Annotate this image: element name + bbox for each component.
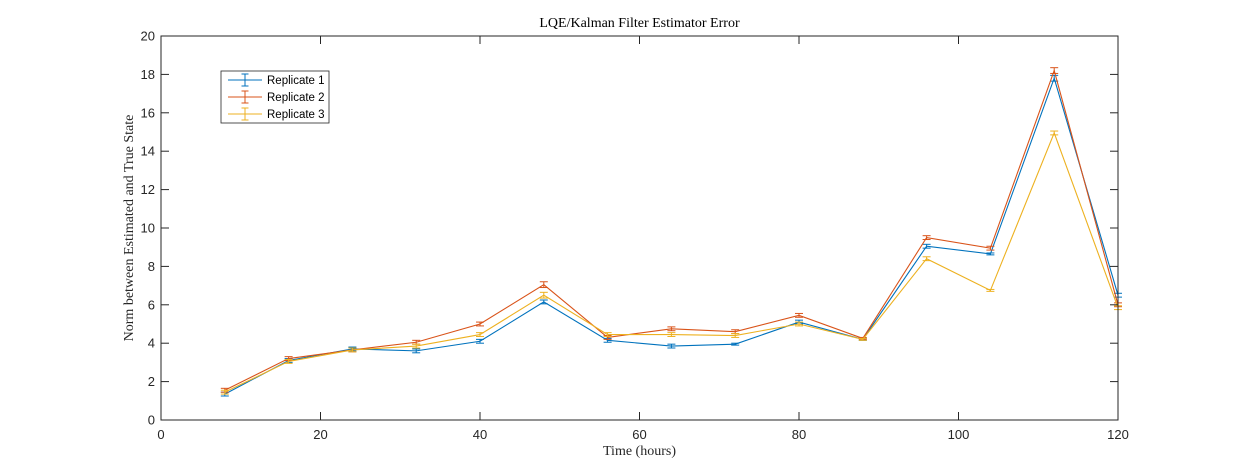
- legend-entry: Replicate 3: [228, 107, 325, 121]
- y-tick-label: 8: [148, 259, 155, 274]
- error-bar: [1050, 130, 1059, 136]
- error-bar: [476, 338, 484, 344]
- x-tick-label: 20: [313, 427, 327, 442]
- error-bar: [539, 281, 548, 289]
- error-bar: [476, 321, 484, 327]
- error-bar: [922, 235, 931, 241]
- legend-label: Replicate 3: [267, 109, 325, 121]
- y-tick-label: 20: [141, 29, 155, 44]
- y-axis-label: Norm between Estimated and True State: [122, 115, 137, 342]
- y-tick-label: 0: [148, 413, 155, 428]
- legend-entry: Replicate 2: [228, 90, 325, 104]
- error-bar: [603, 332, 612, 337]
- x-tick-label: 40: [473, 427, 487, 442]
- y-tick-label: 4: [148, 336, 155, 351]
- error-bar: [795, 321, 803, 327]
- y-tick-label: 12: [141, 182, 155, 197]
- error-bar: [986, 245, 995, 251]
- legend-label: Replicate 2: [267, 92, 325, 104]
- error-bar: [539, 299, 548, 305]
- error-bar: [1050, 67, 1059, 74]
- error-bar: [667, 343, 676, 349]
- x-tick-label: 120: [1107, 427, 1129, 442]
- y-tick-label: 16: [141, 105, 155, 120]
- x-axis-label: Time (hours): [603, 444, 676, 459]
- y-tick-label: 10: [141, 221, 155, 236]
- legend-entry: Replicate 1: [228, 73, 325, 87]
- error-bar: [986, 288, 995, 292]
- error-bar: [731, 333, 740, 338]
- error-bar: [858, 337, 867, 341]
- error-bar: [667, 326, 676, 332]
- error-bar: [348, 347, 357, 353]
- series-3: [220, 130, 1122, 395]
- x-tick-label: 100: [948, 427, 970, 442]
- y-tick-label: 2: [148, 374, 155, 389]
- y-tick-label: 14: [141, 144, 155, 159]
- x-tick-label: 80: [792, 427, 806, 442]
- error-bar: [667, 332, 676, 337]
- error-bar: [539, 291, 548, 299]
- error-bar: [284, 359, 293, 364]
- error-bar: [731, 342, 740, 346]
- error-bar: [922, 243, 931, 249]
- ticks-layer: 0 20 40 60 80 100 120 0 2 4 6 8 10 12 14 16 18 20: [141, 29, 1129, 443]
- y-tick-label: 18: [141, 67, 155, 82]
- error-bar: [476, 332, 484, 337]
- y-tick-label: 6: [148, 297, 155, 312]
- error-bar: [412, 343, 421, 349]
- error-bar: [986, 252, 995, 256]
- error-bar: [795, 312, 803, 318]
- chart-title: LQE/Kalman Filter Estimator Error: [539, 16, 740, 31]
- series-2: [220, 67, 1122, 393]
- x-tick-label: 60: [632, 427, 646, 442]
- error-bar: [922, 256, 931, 262]
- series-layer: [220, 67, 1122, 397]
- legend-label: Replicate 1: [267, 75, 325, 87]
- x-tick-label: 0: [157, 427, 164, 442]
- legend: Replicate 1 Replicate 2 Replicate 3: [220, 70, 330, 124]
- error-bar: [412, 348, 421, 354]
- error-bar: [220, 389, 229, 395]
